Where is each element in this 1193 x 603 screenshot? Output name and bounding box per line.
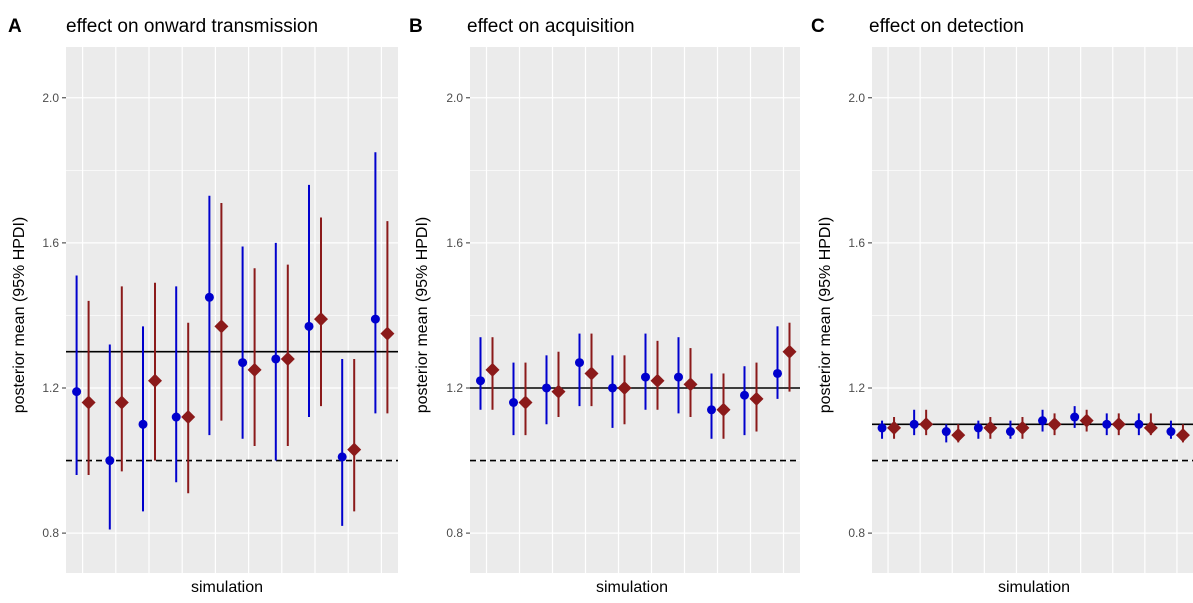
- y-tick-label: 1.2: [446, 381, 463, 395]
- mean-point: [973, 423, 983, 433]
- mean-point: [1047, 417, 1062, 432]
- series-1: [877, 406, 1176, 443]
- panel-title: effect on detection: [869, 16, 1024, 37]
- mean-point: [749, 391, 764, 406]
- mean-point: [1134, 419, 1144, 429]
- mean-point: [280, 351, 295, 366]
- y-tick-label: 2.0: [848, 91, 865, 105]
- mean-point: [542, 383, 551, 393]
- y-tick-label: 1.6: [446, 236, 463, 250]
- y-axis-title: posterior mean (95% HPDI): [414, 217, 431, 414]
- mean-point: [304, 321, 314, 331]
- plot-area: [66, 47, 398, 573]
- mean-point: [1166, 427, 1176, 437]
- y-tick-label: 2.0: [446, 91, 463, 105]
- mean-point: [271, 354, 281, 364]
- x-axis-title: simulation: [998, 579, 1070, 596]
- y-tick-label: 0.8: [848, 526, 865, 540]
- mean-point: [148, 373, 162, 388]
- mean-point: [887, 420, 902, 435]
- panel-letter: A: [8, 16, 22, 37]
- panel-letter: B: [409, 16, 423, 37]
- mean-point: [238, 358, 248, 368]
- mean-point: [380, 326, 395, 341]
- mean-point: [370, 314, 380, 324]
- y-tick-label: 1.2: [42, 381, 59, 395]
- mean-point: [214, 319, 229, 334]
- mean-point: [1015, 420, 1030, 435]
- mean-point: [72, 387, 82, 397]
- y-tick-label: 1.6: [848, 236, 865, 250]
- mean-point: [1175, 428, 1190, 443]
- mean-point: [518, 395, 533, 410]
- mean-point: [584, 366, 599, 381]
- mean-point: [617, 380, 632, 395]
- mean-point: [485, 362, 500, 377]
- panel-letter: C: [811, 16, 825, 37]
- series-2: [81, 202, 395, 512]
- mean-point: [919, 417, 934, 432]
- y-tick-label: 0.8: [42, 526, 59, 540]
- mean-point: [951, 428, 966, 443]
- mean-point: [608, 383, 617, 393]
- mean-point: [1079, 413, 1094, 428]
- plot-background: [470, 47, 800, 573]
- mean-point: [314, 312, 328, 327]
- panel-title: effect on acquisition: [467, 16, 635, 37]
- mean-point: [941, 427, 951, 437]
- mean-point: [877, 423, 887, 433]
- mean-point: [782, 344, 797, 359]
- y-tick-label: 0.8: [446, 526, 463, 540]
- y-tick-label: 1.2: [848, 381, 865, 395]
- mean-point: [1102, 419, 1112, 429]
- mean-point: [1143, 420, 1158, 435]
- panel-c: C effect on detection simulation posteri…: [811, 16, 1193, 596]
- mean-point: [138, 419, 148, 429]
- plot-area: [470, 47, 800, 573]
- y-tick-label: 2.0: [42, 91, 59, 105]
- series-1: [72, 152, 380, 530]
- x-axis-title: simulation: [191, 579, 263, 596]
- series-1: [476, 326, 782, 439]
- mean-point: [683, 377, 698, 392]
- mean-point: [347, 442, 362, 457]
- x-axis-title: simulation: [596, 579, 668, 596]
- plot-area: [872, 47, 1193, 573]
- mean-point: [105, 456, 115, 466]
- plot-background: [872, 47, 1193, 573]
- series-2: [485, 322, 797, 439]
- mean-point: [114, 395, 129, 410]
- mean-point: [641, 372, 650, 382]
- mean-point: [909, 419, 919, 429]
- panel-title: effect on onward transmission: [66, 16, 318, 37]
- mean-point: [247, 362, 262, 377]
- mean-point: [1070, 412, 1080, 422]
- mean-point: [650, 373, 665, 388]
- panel-b: B effect on acquisition simulation poste…: [409, 16, 800, 596]
- mean-point: [575, 358, 584, 368]
- mean-point: [1005, 427, 1015, 437]
- mean-point: [509, 398, 518, 408]
- panel-a: A effect on onward transmission simulati…: [8, 16, 398, 596]
- mean-point: [551, 384, 566, 399]
- mean-point: [1111, 417, 1126, 432]
- mean-point: [337, 452, 347, 462]
- y-axis-title: posterior mean (95% HPDI): [11, 217, 28, 414]
- mean-point: [983, 420, 998, 435]
- mean-point: [707, 405, 716, 415]
- y-axis-title: posterior mean (95% HPDI): [817, 217, 834, 414]
- mean-point: [171, 412, 181, 422]
- mean-point: [476, 376, 485, 386]
- mean-point: [81, 395, 96, 410]
- mean-point: [204, 292, 214, 302]
- mean-point: [740, 390, 749, 400]
- series-2: [887, 409, 1190, 443]
- mean-point: [773, 368, 782, 378]
- y-tick-label: 1.6: [42, 236, 59, 250]
- mean-point: [674, 372, 683, 382]
- mean-point: [1038, 416, 1048, 426]
- mean-point: [716, 402, 731, 417]
- mean-point: [181, 410, 196, 425]
